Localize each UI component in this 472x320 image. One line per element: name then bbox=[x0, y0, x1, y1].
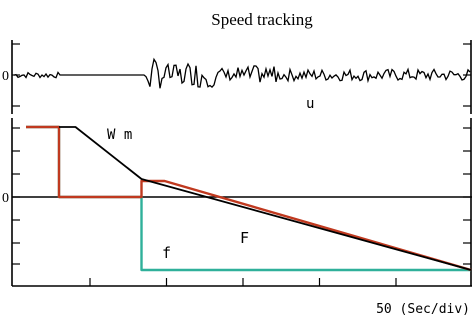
label-layer: 0 0 50 (Sec/div) W m Ff u bbox=[2, 69, 470, 317]
x-scale-label: 50 (Sec/div) bbox=[376, 302, 470, 317]
annotation-wm: W m bbox=[107, 127, 132, 143]
y-tick-label-upper: 0 bbox=[2, 69, 9, 84]
annotation-f: f bbox=[162, 244, 171, 262]
annotation-f: F bbox=[240, 229, 249, 247]
series-wm-line bbox=[59, 126, 472, 271]
trace-layer bbox=[13, 57, 472, 272]
lower-axis-layer bbox=[11, 118, 472, 287]
chart-title: Speed tracking bbox=[211, 10, 313, 29]
series-u-trace bbox=[13, 57, 471, 89]
y-tick-label-lower: 0 bbox=[2, 191, 9, 206]
annotation-u: u bbox=[306, 96, 314, 112]
series-f-line bbox=[26, 125, 471, 272]
series-f-line bbox=[26, 125, 472, 272]
